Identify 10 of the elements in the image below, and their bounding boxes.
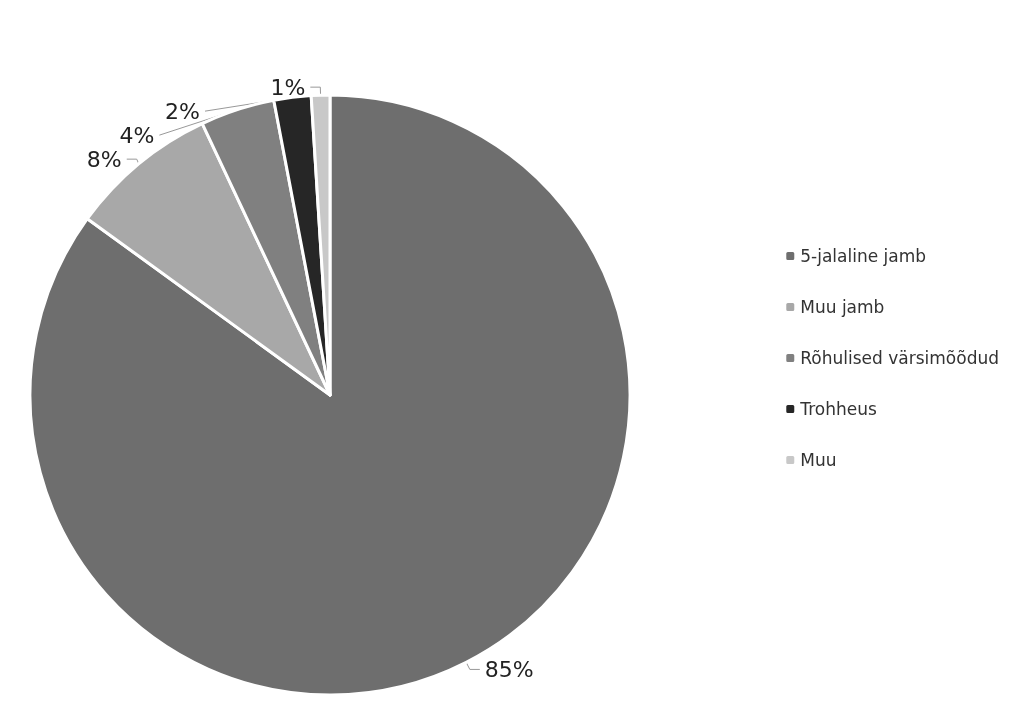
legend-label: Rõhulised värsimõõdud: [800, 348, 1000, 368]
data-label: 2%: [165, 98, 201, 124]
data-label: 1%: [270, 74, 306, 100]
data-label: 85%: [484, 656, 534, 682]
legend-label: Muu jamb: [800, 297, 885, 317]
data-label: 8%: [86, 146, 122, 172]
legend-label: Muu: [800, 450, 837, 470]
legend-label: 5-jalaline jamb: [800, 246, 927, 266]
data-label: 4%: [119, 122, 155, 148]
legend-label: Trohheus: [799, 399, 877, 419]
